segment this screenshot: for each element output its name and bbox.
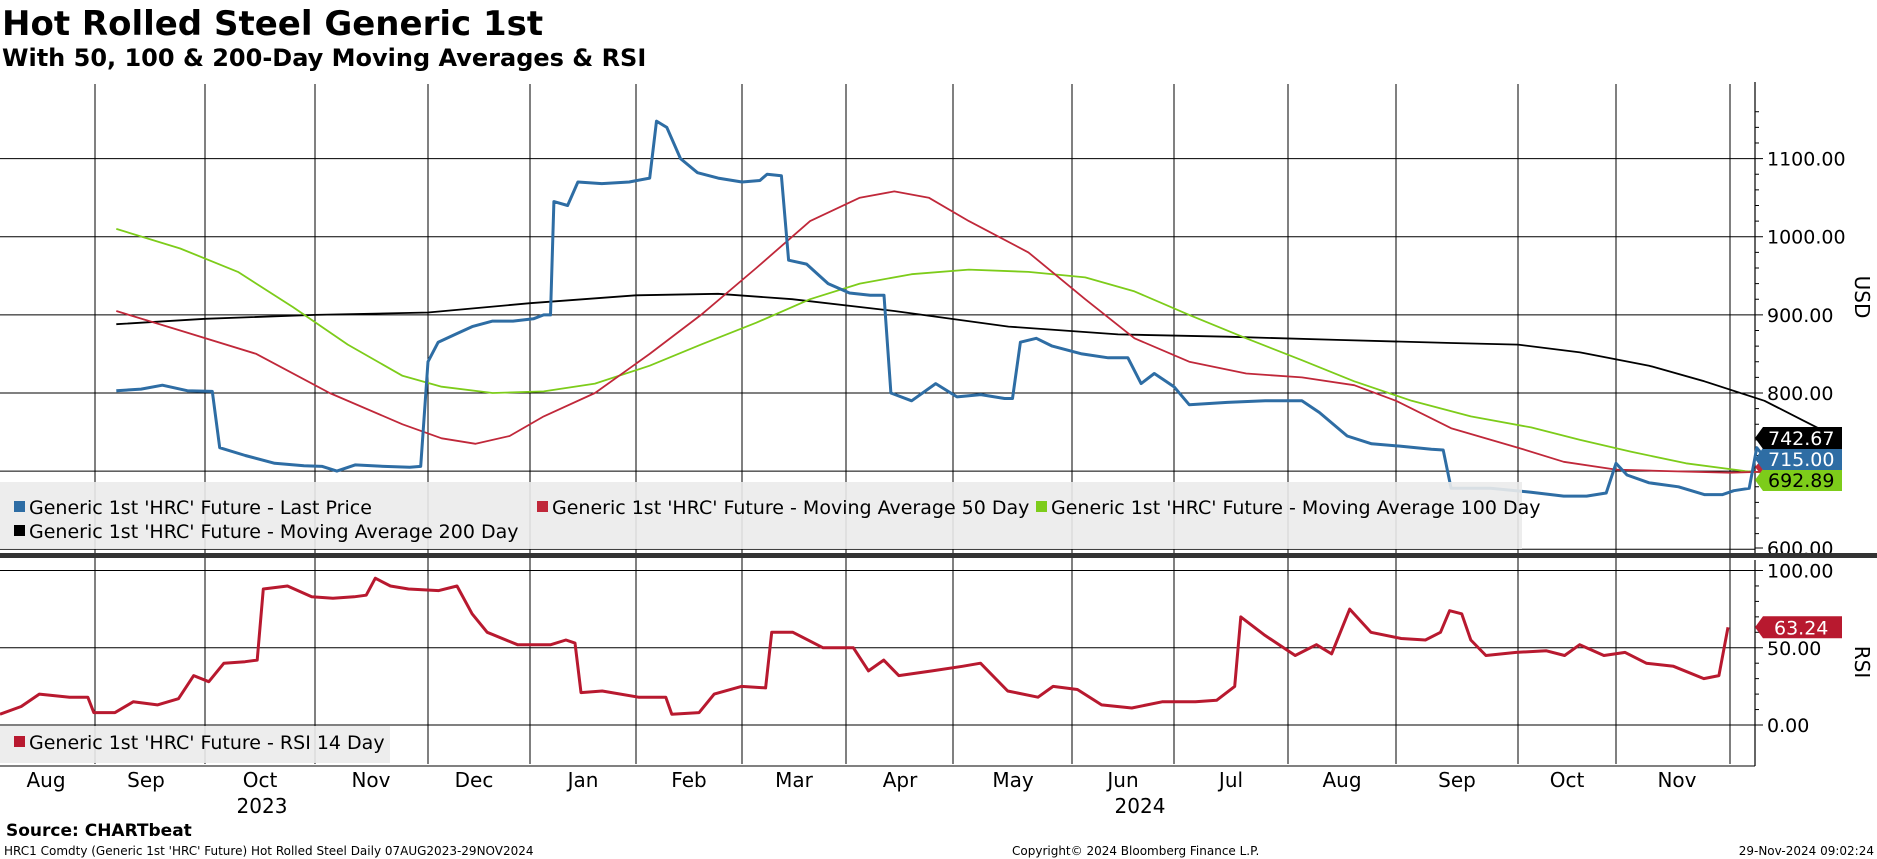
price-tick-label: 1000.00 [1767, 227, 1846, 249]
price-legend: Generic 1st 'HRC' Future - Last Price Gen… [0, 482, 1541, 549]
ma100-line [116, 228, 1838, 478]
end-value-label: 742.67 [1768, 428, 1834, 450]
price-tick-label: 1100.00 [1767, 149, 1846, 171]
x-month-label: Feb [671, 768, 706, 792]
rsi-tick-label: 100.00 [1767, 561, 1833, 583]
x-month-label: Oct [1550, 768, 1585, 792]
ma50-line [116, 190, 1838, 474]
chart-title: Hot Rolled Steel Generic 1st [2, 4, 543, 44]
ma200-line [116, 292, 1838, 439]
rsi-panel: 0.00 50.00 100.00 RSI Generic 1st 'HRC' Futu… [0, 560, 1874, 766]
timestamp: 29-Nov-2024 09:02:24 [1739, 844, 1874, 858]
end-value-label: 692.89 [1768, 470, 1834, 492]
rsi-end-value-tag [1755, 616, 1842, 639]
price-tick-label: 800.00 [1767, 383, 1833, 405]
legend-swatch [14, 525, 25, 536]
rsi-legend: Generic 1st 'HRC' Future - RSI 14 Day [0, 726, 390, 763]
x-month-label: Dec [455, 768, 494, 792]
end-value-tag [1755, 427, 1842, 449]
source-label: Source: CHARTbeat [6, 821, 192, 841]
price-hgrid [0, 158, 1755, 550]
x-month-label: Nov [351, 768, 390, 792]
footer: Source: CHARTbeat HRC1 Comdty (Generic 1… [4, 821, 1874, 858]
rsi-tick-label: 50.00 [1767, 638, 1821, 660]
x-month-label: Aug [1322, 768, 1361, 792]
rsi-y-axis-label: RSI [1850, 646, 1874, 679]
x-month-label: Mar [775, 768, 814, 792]
rsi-tick-label: 0.00 [1767, 715, 1809, 737]
x-month-label: Jan [566, 768, 599, 792]
legend-entry: Generic 1st 'HRC' Future - Moving Averag… [1051, 497, 1541, 519]
end-value-tag [1755, 469, 1842, 491]
price-y-axis-label: USD [1850, 276, 1874, 319]
legend-entry: Generic 1st 'HRC' Future - Moving Averag… [552, 497, 1029, 519]
ticker-info: HRC1 Comdty (Generic 1st 'HRC' Future) H… [4, 844, 534, 858]
x-month-label: Sep [1438, 768, 1476, 792]
rsi-end-value-label: 63.24 [1774, 617, 1828, 639]
last-price-line [116, 119, 1839, 498]
panel-separator [0, 553, 1877, 558]
legend-swatch [537, 501, 548, 512]
x-month-label: Nov [1657, 768, 1696, 792]
x-month-label: Jun [1105, 768, 1138, 792]
x-axis: Aug Sep Oct Nov Dec Jan Feb Mar Apr May Jun Jul Aug S… [0, 765, 1755, 818]
x-month-label: Oct [243, 768, 278, 792]
legend-entry: Generic 1st 'HRC' Future - Last Price [29, 497, 372, 519]
x-month-label: Jul [1217, 768, 1243, 792]
x-month-label: May [992, 768, 1034, 792]
x-month-label: Sep [127, 768, 165, 792]
rsi-legend-box [0, 726, 390, 763]
legend-entry: Generic 1st 'HRC' Future - Moving Averag… [29, 521, 519, 543]
price-legend-box [0, 482, 1522, 549]
legend-swatch [14, 501, 25, 512]
vertical-gridlines [94, 84, 1731, 764]
x-month-label: Aug [26, 768, 65, 792]
x-year-label: 2024 [1115, 794, 1166, 818]
header: Hot Rolled Steel Generic 1st With 50, 10… [2, 4, 646, 72]
chart-subtitle: With 50, 100 & 200-Day Moving Averages &… [2, 44, 646, 72]
end-value-tag [1755, 448, 1842, 470]
copyright: Copyright© 2024 Bloomberg Finance L.P. [1012, 844, 1259, 858]
legend-swatch [14, 736, 25, 747]
legend-entry: Generic 1st 'HRC' Future - RSI 14 Day [29, 732, 385, 754]
price-tick-label: 900.00 [1767, 305, 1833, 327]
rsi-line [0, 576, 1730, 716]
x-year-label: 2023 [237, 794, 288, 818]
x-month-label: Apr [883, 768, 918, 792]
price-panel: 600.00800.00900.001000.001100.00USDGener… [0, 82, 1877, 764]
end-value-label: 715.00 [1768, 449, 1834, 471]
legend-swatch [1036, 501, 1047, 512]
